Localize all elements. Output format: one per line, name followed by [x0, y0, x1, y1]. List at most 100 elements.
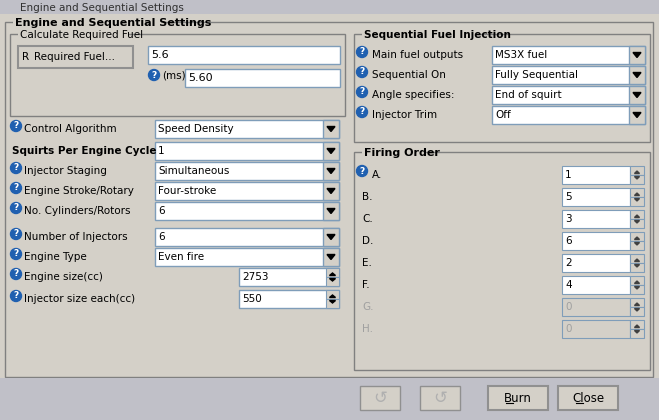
Bar — [630, 241, 644, 250]
Text: Simultaneous: Simultaneous — [158, 166, 229, 176]
Text: Required Fuel...: Required Fuel... — [34, 52, 115, 63]
Text: ?: ? — [13, 121, 18, 131]
Text: Engine and Sequential Settings: Engine and Sequential Settings — [20, 3, 184, 13]
Circle shape — [11, 228, 22, 239]
Text: ?: ? — [13, 291, 18, 300]
Polygon shape — [327, 126, 335, 131]
Text: ?: ? — [13, 204, 18, 213]
Bar — [630, 166, 644, 175]
Bar — [5, 22, 653, 377]
Bar — [630, 276, 644, 285]
Polygon shape — [327, 189, 335, 194]
Text: Even fire: Even fire — [158, 252, 204, 262]
Bar — [239, 290, 339, 308]
Text: H.: H. — [362, 324, 373, 334]
Bar — [155, 228, 339, 246]
Text: Engine Stroke/Rotary: Engine Stroke/Rotary — [24, 186, 134, 196]
Text: E.: E. — [362, 258, 372, 268]
Bar — [630, 219, 644, 228]
Bar — [630, 285, 644, 294]
Text: ?: ? — [359, 166, 364, 176]
Circle shape — [11, 163, 22, 173]
Bar — [323, 228, 339, 246]
Text: Number of Injectors: Number of Injectors — [24, 232, 128, 242]
Text: B.: B. — [362, 192, 372, 202]
Text: G.: G. — [362, 302, 374, 312]
Polygon shape — [633, 52, 641, 58]
Bar — [562, 188, 630, 206]
Circle shape — [11, 202, 22, 213]
Bar — [323, 120, 339, 138]
Text: MS3X fuel: MS3X fuel — [495, 50, 547, 60]
Polygon shape — [635, 331, 639, 333]
Text: Off: Off — [495, 110, 511, 121]
Text: Injector Staging: Injector Staging — [24, 166, 107, 176]
Text: Firing Order: Firing Order — [364, 147, 440, 158]
Text: ?: ? — [359, 108, 364, 116]
Polygon shape — [635, 286, 639, 289]
Polygon shape — [633, 113, 641, 118]
Polygon shape — [635, 215, 639, 218]
Text: Engine and Sequential Settings: Engine and Sequential Settings — [15, 18, 212, 27]
Bar — [360, 386, 400, 410]
Bar — [239, 268, 339, 286]
Polygon shape — [327, 208, 335, 213]
Bar — [562, 210, 630, 228]
Polygon shape — [327, 234, 335, 239]
Polygon shape — [635, 199, 639, 201]
Bar — [630, 254, 644, 263]
Polygon shape — [330, 295, 335, 297]
Bar — [148, 46, 340, 64]
Bar — [492, 86, 645, 104]
Text: 6: 6 — [565, 236, 571, 247]
Bar — [630, 197, 644, 206]
Text: ?: ? — [359, 68, 364, 76]
Text: 2753: 2753 — [242, 273, 268, 283]
Circle shape — [357, 87, 368, 97]
Text: ↺: ↺ — [433, 389, 447, 407]
Polygon shape — [330, 278, 335, 281]
Text: A.: A. — [372, 170, 382, 180]
Bar — [155, 248, 339, 266]
Text: Sequential On: Sequential On — [372, 70, 446, 80]
Polygon shape — [635, 237, 639, 239]
Bar — [492, 106, 645, 124]
Bar — [354, 34, 650, 142]
Bar — [558, 386, 618, 410]
Text: Injector Trim: Injector Trim — [372, 110, 437, 120]
Polygon shape — [635, 259, 639, 262]
Polygon shape — [635, 220, 639, 223]
Bar — [155, 142, 339, 160]
Text: 0: 0 — [565, 325, 571, 334]
Bar — [0, 0, 659, 15]
Bar — [155, 162, 339, 180]
Bar — [630, 232, 644, 241]
Circle shape — [11, 183, 22, 194]
Circle shape — [11, 291, 22, 302]
Text: Burn: Burn — [504, 391, 532, 404]
Text: 1: 1 — [158, 147, 165, 157]
Text: Injector size each(cc): Injector size each(cc) — [24, 294, 135, 304]
Bar — [562, 254, 630, 272]
Text: ?: ? — [13, 163, 18, 173]
Bar — [326, 268, 339, 277]
Text: 550: 550 — [242, 294, 262, 304]
Bar — [629, 66, 645, 84]
Bar — [630, 188, 644, 197]
Bar — [155, 182, 339, 200]
Text: 0: 0 — [565, 302, 571, 312]
Bar — [13, 21, 163, 24]
Text: 5.60: 5.60 — [188, 73, 213, 83]
Circle shape — [11, 121, 22, 131]
Polygon shape — [635, 193, 639, 195]
Text: F.: F. — [362, 280, 370, 290]
Bar — [630, 210, 644, 219]
Bar — [326, 290, 339, 299]
Bar — [354, 152, 650, 370]
Bar — [420, 386, 460, 410]
Bar — [630, 320, 644, 329]
Text: Sequential Fuel Injection: Sequential Fuel Injection — [364, 29, 511, 39]
Text: Main fuel outputs: Main fuel outputs — [372, 50, 463, 60]
Bar — [362, 33, 480, 36]
Bar — [630, 263, 644, 272]
